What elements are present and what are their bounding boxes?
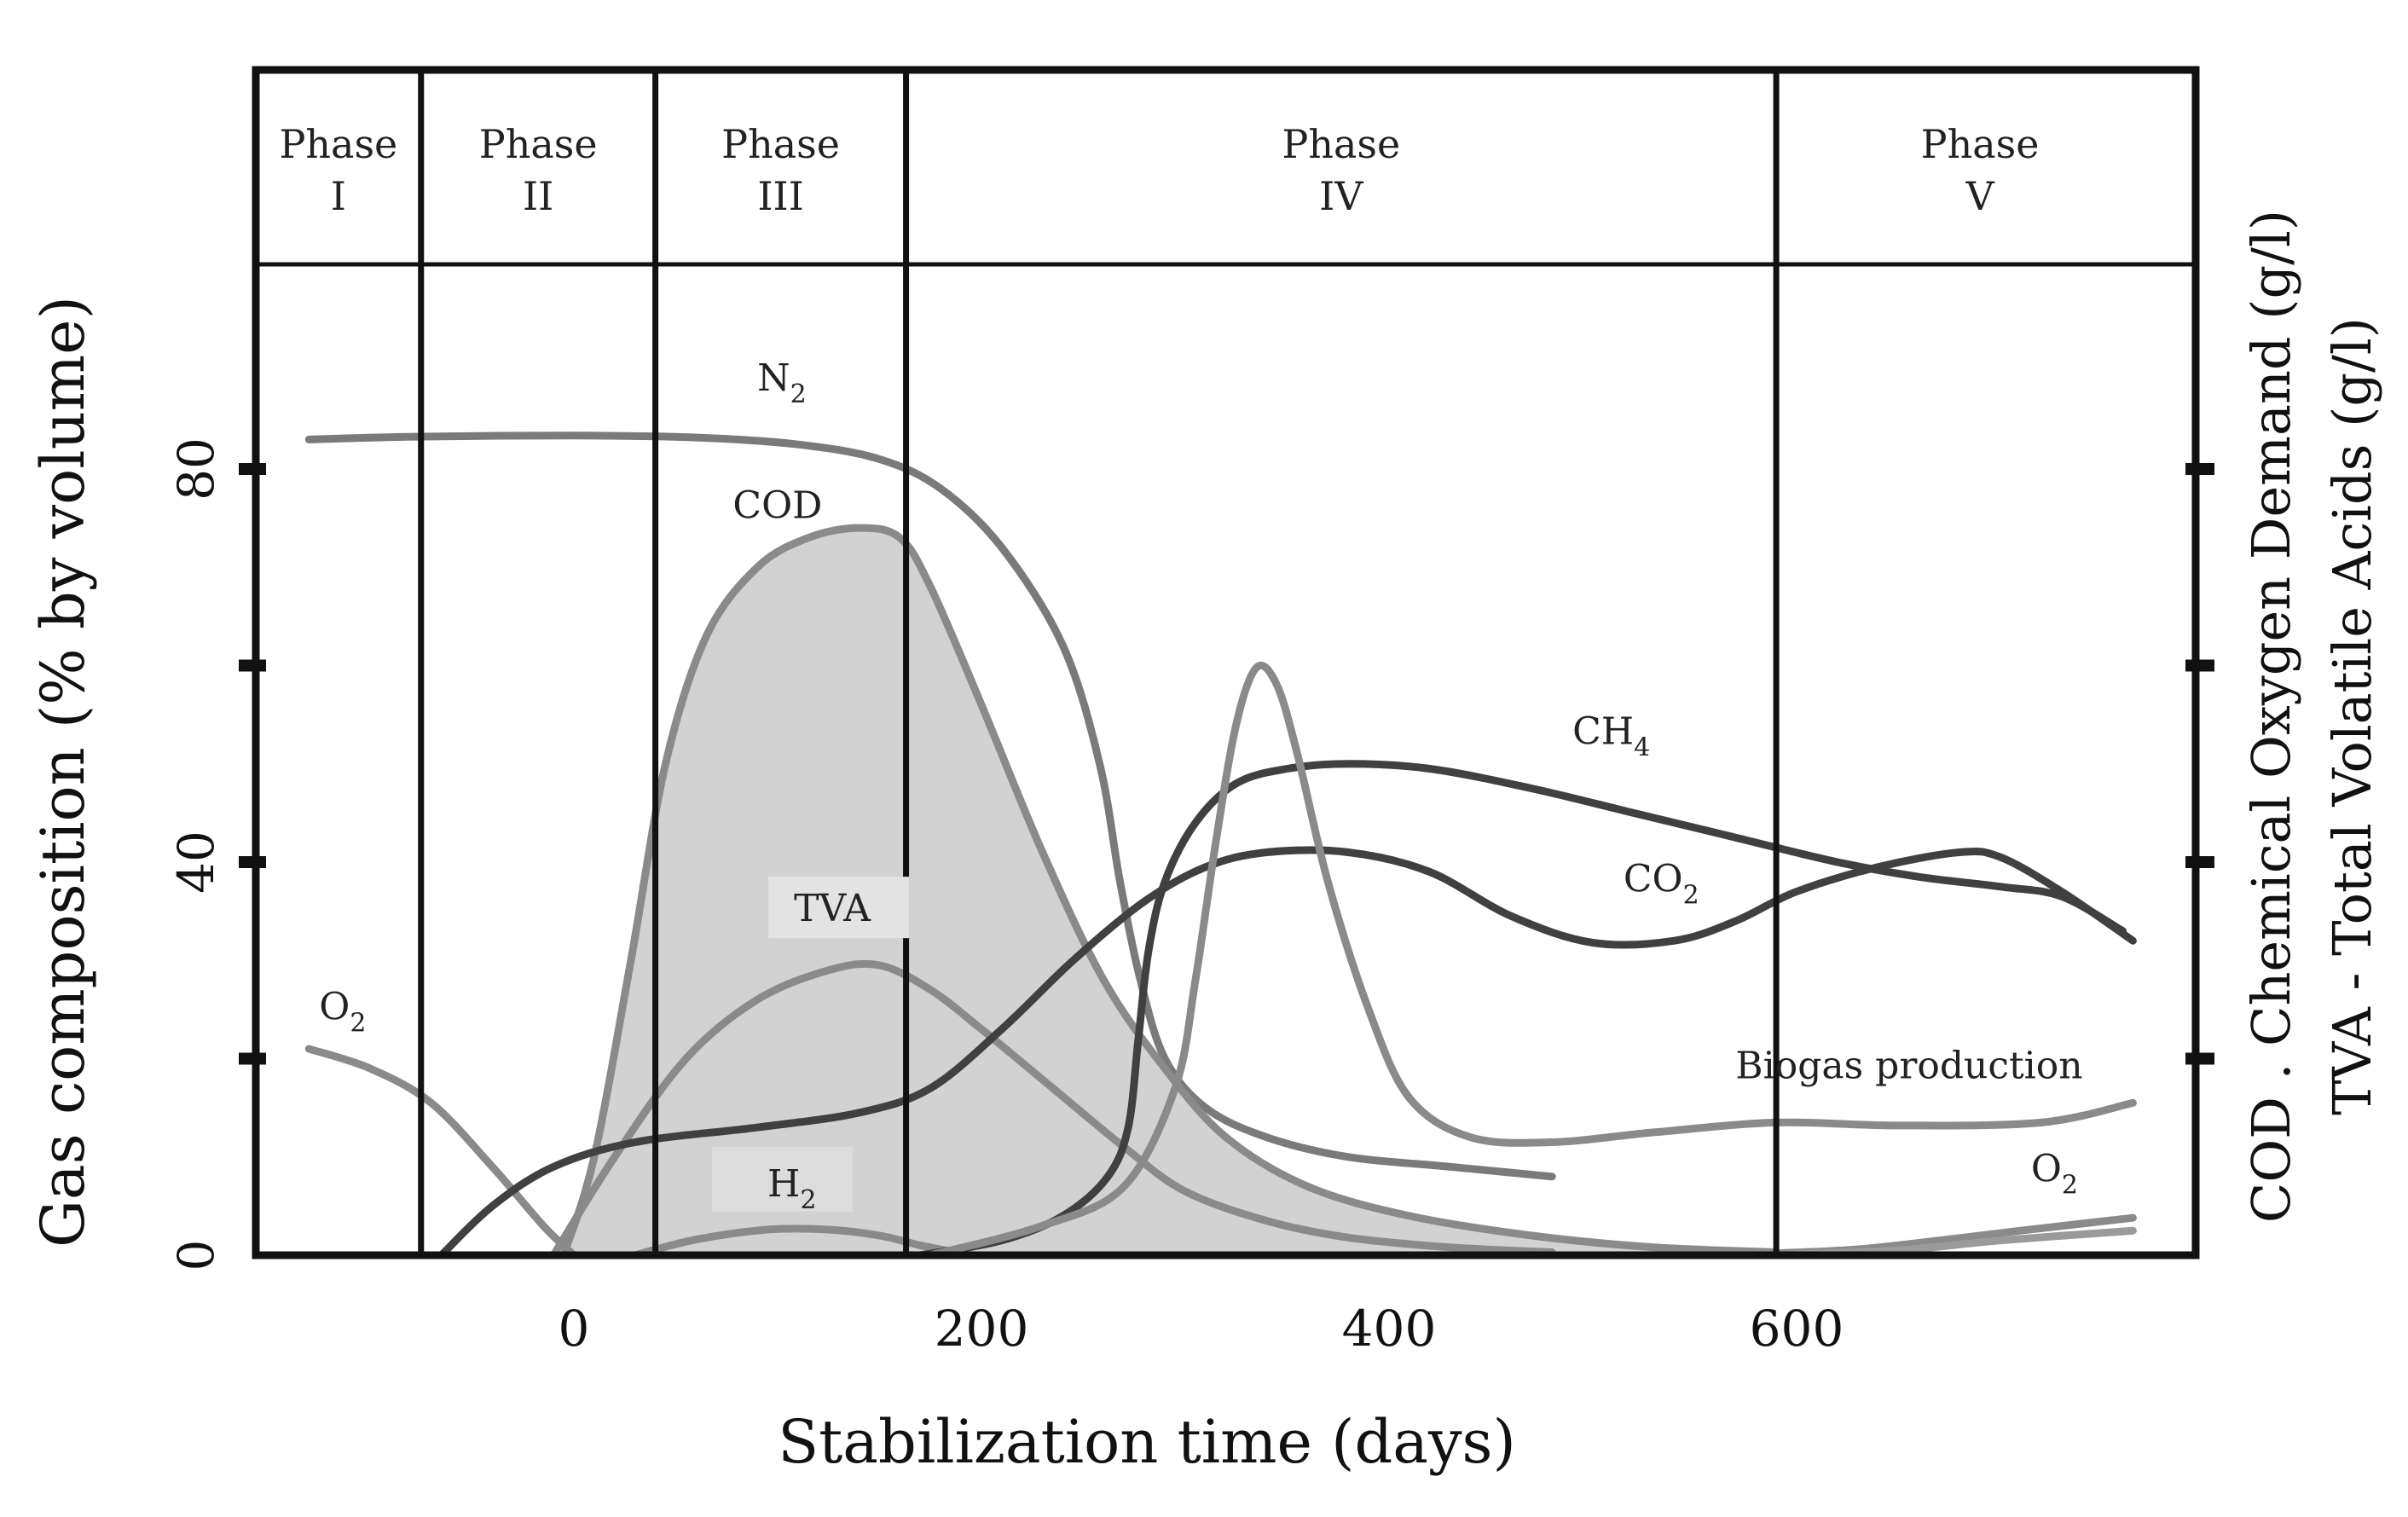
- y-tick-label: 40: [167, 831, 225, 894]
- x-tick-label: 400: [1342, 1300, 1437, 1358]
- series-line-co2: [437, 846, 2137, 1259]
- curve-label-o2-early: O2: [319, 985, 366, 1038]
- series-line-ch4: [916, 760, 2127, 1259]
- phase-label-line2: II: [523, 173, 553, 219]
- curve-label-h2: H2: [767, 1162, 816, 1215]
- phase-label-line1: Phase: [1921, 121, 2040, 167]
- phase-label-line1: Phase: [479, 121, 598, 167]
- series-line-n2: [304, 431, 1556, 1181]
- curve-label-cod: COD: [732, 484, 822, 528]
- tva-label-box: [768, 877, 910, 939]
- right-axis-title-tva: TVA - Total Volatile Acids (g/l): [2321, 317, 2383, 1115]
- h2-label-box: [712, 1146, 854, 1212]
- plot-area-fill-layer: [564, 528, 1777, 1255]
- series-line-o2-early: [304, 1045, 578, 1259]
- phase-label-line1: Phase: [279, 121, 397, 167]
- right-axis-ticks: [2185, 463, 2214, 1065]
- series-curves: [304, 431, 2137, 1259]
- phase-label-line2: V: [1965, 173, 1994, 219]
- series-line-h2: [631, 1225, 965, 1259]
- curve-label-o2-late: O2: [2031, 1148, 2078, 1201]
- x-axis-ticks: 0 200 400 600: [559, 1300, 1844, 1358]
- y-tick-label: 0: [167, 1240, 225, 1271]
- phase-label-line2: IV: [1319, 173, 1363, 219]
- y-axis-title: Gas composition (% by volume): [28, 296, 98, 1248]
- x-tick-label: 600: [1750, 1300, 1844, 1358]
- phase-header: Phase I Phase II Phase III Phase IV Phase V: [256, 70, 2196, 1255]
- right-axis-title-cod: COD . Chemical Oxygen Demand (g/l): [2240, 210, 2302, 1223]
- x-tick-label: 0: [559, 1300, 590, 1358]
- phase-label-line1: Phase: [721, 121, 840, 167]
- phase-header-background: [256, 70, 2196, 264]
- curve-label-biogas-production: Biogas production: [1735, 1045, 2082, 1088]
- curve-label-ch4: CH4: [1572, 710, 1650, 763]
- series-line-tva: [549, 959, 1556, 1259]
- phase-label-line1: Phase: [1282, 121, 1400, 167]
- curve-label-tva: TVA: [794, 887, 871, 930]
- curve-label-co2: CO2: [1624, 858, 1699, 911]
- curve-label-n2: N2: [757, 356, 807, 409]
- x-tick-label: 200: [935, 1300, 1029, 1358]
- phase-label-line2: I: [331, 173, 346, 219]
- area-cod: [564, 528, 1777, 1255]
- y-axis-ticks: 0 40 80: [167, 437, 266, 1271]
- curve-labels: N2 COD TVA H2 O2 CH4 CO2 Biogas production O2: [319, 356, 2082, 1215]
- x-axis-title: Stabilization time (days): [778, 1407, 1516, 1477]
- phase-label-line2: III: [757, 173, 804, 219]
- y-tick-label: 80: [167, 437, 225, 501]
